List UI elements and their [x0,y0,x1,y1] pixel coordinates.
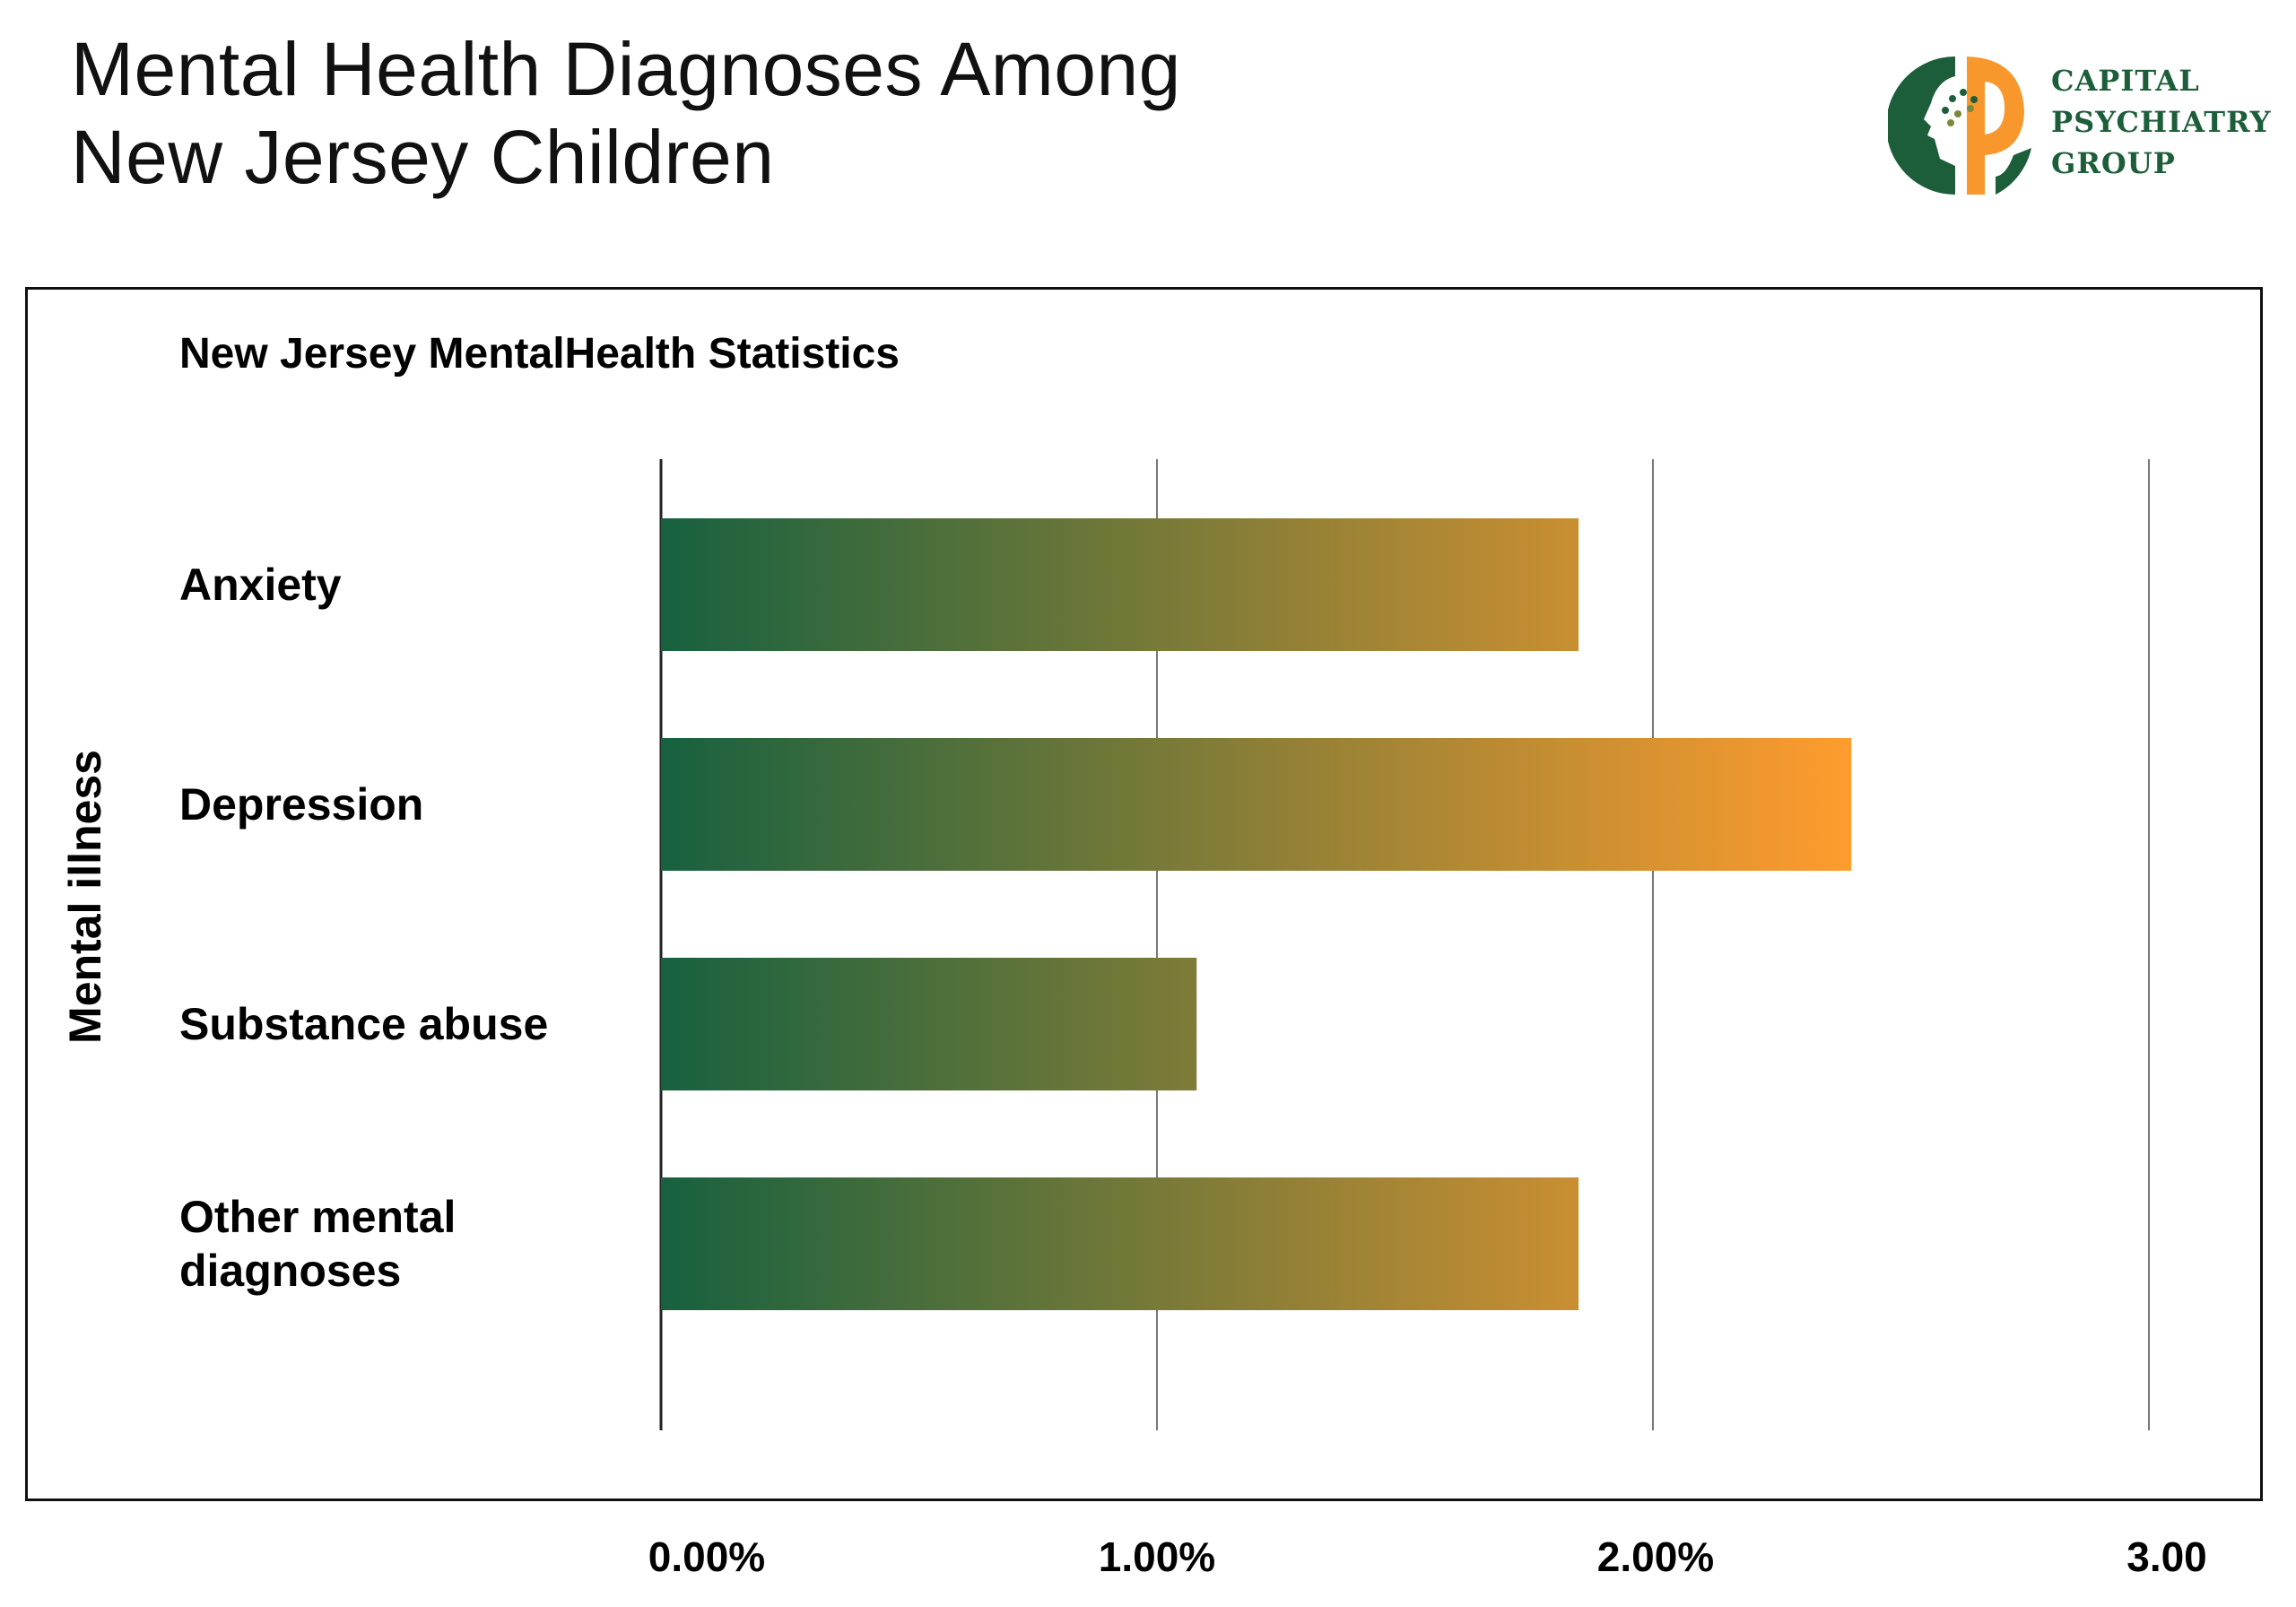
logo-text-line: PSYCHIATRY [2051,105,2272,139]
category-label: Depression [179,779,423,830]
category-label-line: Depression [179,779,423,830]
x-tick-label: 1.00% [1099,1533,1215,1580]
category-label: Substance abuse [179,999,548,1049]
logo-text-line: GROUP [2051,146,2176,180]
bar-other-mental-diagnoses [661,1177,1579,1310]
chart-frame [25,287,2263,1501]
category-label-line: Other mental [179,1192,456,1242]
x-tick-label: 2.00% [1597,1533,1714,1580]
chart-title: New Jersey MentalHealth Statistics [179,330,900,378]
capital-psychiatry-logo: CAPITAL PSYCHIATRY GROUP [1886,49,2283,202]
bar-substance-abuse [661,958,1197,1090]
category-label: Anxiety [179,560,342,610]
head-brain-logo-icon [1886,56,2031,195]
page-title: Mental Health Diagnoses Among New Jersey… [71,25,1181,201]
bar-anxiety [661,518,1579,651]
category-label-line: diagnoses [179,1246,401,1296]
x-tick-label: 3.00 [2126,1533,2207,1580]
category-label-line: Anxiety [179,560,342,610]
bar-depression [661,738,1852,871]
category-label-line: Substance abuse [179,999,548,1049]
title-line-1: Mental Health Diagnoses Among [71,27,1181,111]
title-line-2: New Jersey Children [71,115,775,199]
category-label: Other mental diagnoses [179,1192,456,1296]
x-tick-label: 0.00% [648,1533,765,1580]
y-axis-label: Mental illness [60,750,110,1044]
logo-text-line: CAPITAL [2051,64,2200,98]
